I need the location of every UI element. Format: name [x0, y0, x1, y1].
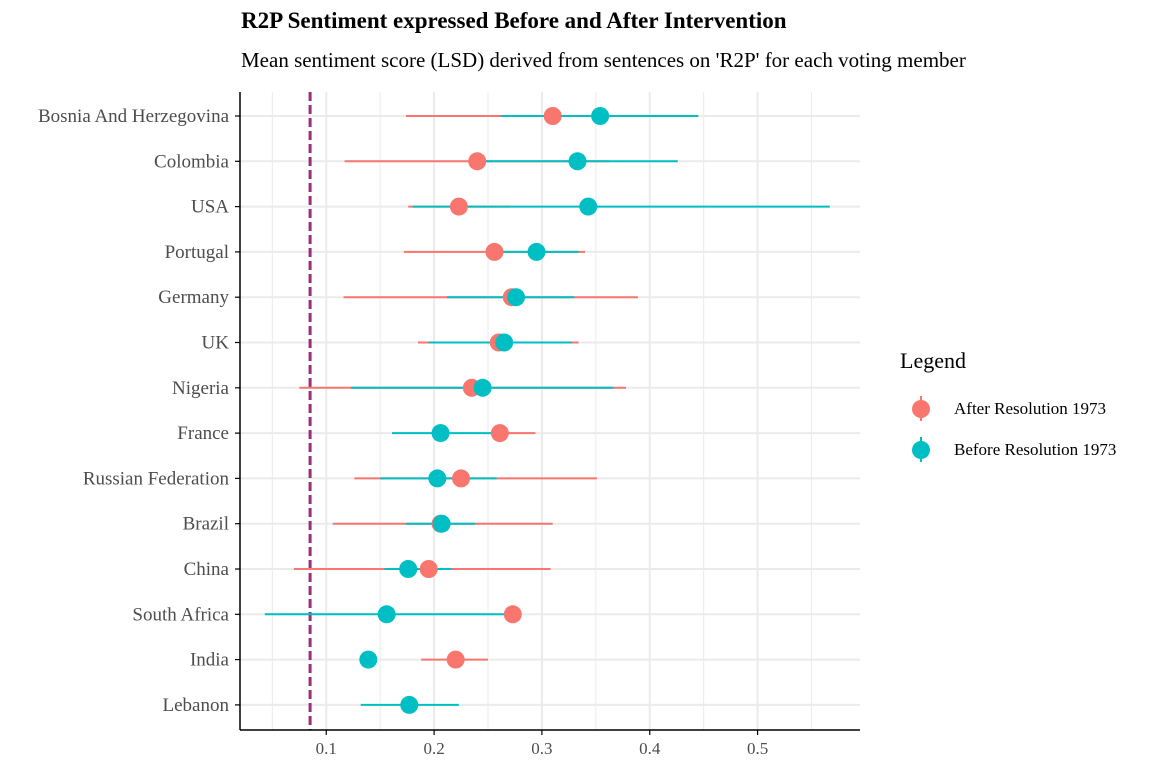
y-tick-label: Germany: [158, 287, 229, 308]
legend: Legend After Resolution 1973 Before Reso…: [900, 348, 1116, 470]
point-before: [527, 242, 546, 261]
point-after: [503, 605, 522, 624]
legend-title: Legend: [900, 348, 966, 373]
point-before: [359, 650, 378, 669]
y-tick-label: France: [177, 423, 229, 444]
point-before: [495, 333, 514, 352]
legend-item-before: Before Resolution 1973: [900, 429, 1116, 470]
data-marks: [264, 107, 830, 714]
y-tick-label: Bosnia And Herzegovina: [38, 106, 230, 127]
point-before: [428, 469, 447, 488]
y-tick-label: Portugal: [165, 242, 229, 263]
point-before: [400, 695, 419, 714]
point-before: [431, 424, 450, 443]
x-tick-label: 0.1: [316, 739, 337, 758]
legend-item-after: After Resolution 1973: [900, 388, 1116, 429]
point-before: [377, 605, 396, 624]
axes: 0.1 0.2 0.3 0.4 0.5 Bosnia And Herzegovina Col…: [38, 92, 860, 758]
y-tick-label: Colombia: [154, 151, 230, 172]
legend-label-after: After Resolution 1973: [954, 398, 1107, 418]
y-tick-label: Russian Federation: [83, 468, 230, 489]
point-after: [446, 650, 465, 669]
point-after: [452, 469, 471, 488]
chart-subtitle: Mean sentiment score (LSD) derived from …: [241, 48, 966, 72]
chart-title: R2P Sentiment expressed Before and After…: [241, 8, 787, 33]
y-tick-label: Brazil: [183, 514, 229, 535]
point-after: [449, 197, 468, 216]
point-after: [485, 242, 504, 261]
point-before: [568, 152, 587, 171]
x-tick-label: 0.4: [639, 739, 661, 758]
point-after: [490, 424, 509, 443]
y-tick-label: South Africa: [132, 604, 229, 625]
point-after: [468, 152, 487, 171]
x-tick-label: 0.2: [423, 739, 444, 758]
y-tick-label: China: [184, 559, 230, 580]
point-before: [579, 197, 598, 216]
grid-lines: [240, 92, 860, 730]
point-before: [399, 560, 418, 578]
point-before: [432, 514, 451, 533]
y-tick-label: USA: [191, 197, 229, 218]
legend-key-after: [900, 388, 940, 429]
y-tick-label: India: [190, 650, 230, 671]
point-before: [473, 378, 492, 397]
legend-key-before: [900, 429, 940, 470]
point-after: [419, 560, 438, 578]
point-after: [543, 107, 562, 125]
y-tick-label: UK: [202, 333, 230, 354]
x-tick-label: 0.3: [531, 739, 552, 758]
point-before: [591, 107, 610, 125]
y-tick-label: Lebanon: [163, 695, 230, 716]
legend-label-before: Before Resolution 1973: [954, 439, 1117, 459]
x-tick-label: 0.5: [747, 739, 768, 758]
point-before: [507, 288, 526, 307]
y-tick-label: Nigeria: [172, 378, 230, 399]
